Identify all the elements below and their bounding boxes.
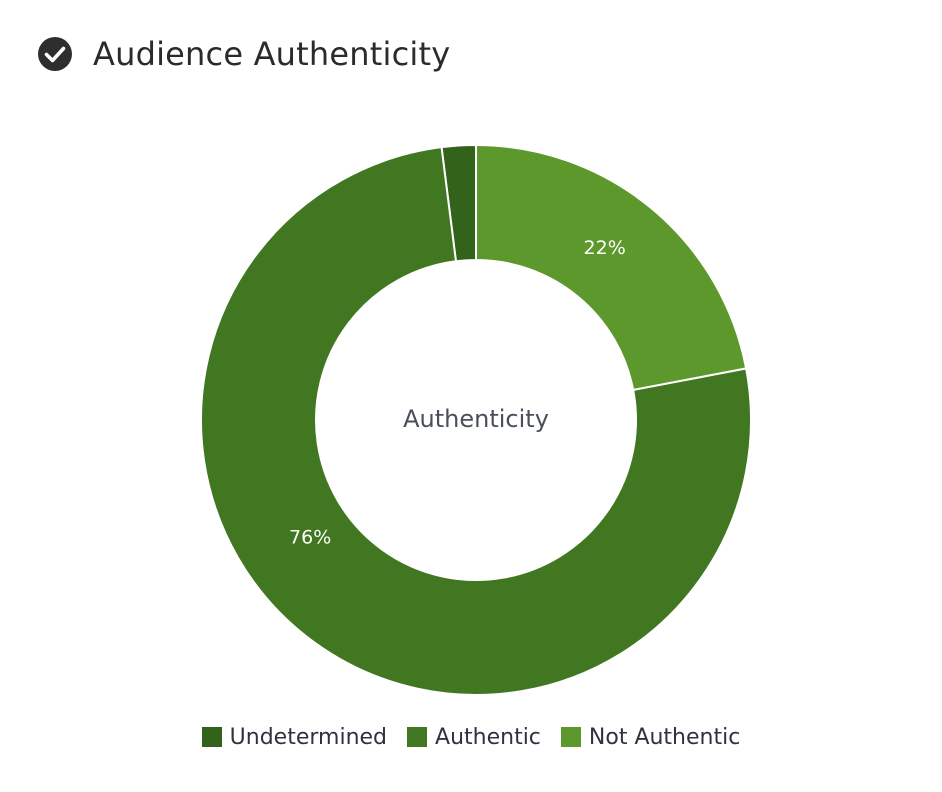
- legend-swatch: [201, 727, 222, 747]
- center-label: Authenticity: [403, 405, 549, 433]
- chart-header: Audience Authenticity: [37, 30, 450, 78]
- data-label-authentic: 76%: [289, 526, 331, 548]
- legend-label: Not Authentic: [588, 724, 741, 750]
- check-circle-icon: [38, 37, 72, 71]
- legend-swatch: [407, 727, 428, 747]
- legend-swatch: [560, 727, 581, 747]
- data-label-not-authentic: 22%: [584, 237, 626, 259]
- legend-label: Undetermined: [229, 724, 388, 750]
- legend-item-not-authentic[interactable]: Not Authentic: [560, 724, 741, 750]
- legend-item-undetermined[interactable]: Undetermined: [201, 724, 388, 750]
- chart-legend: Undetermined Authentic Not Authentic: [0, 722, 942, 752]
- legend-label: Authentic: [435, 724, 541, 750]
- slice-authentic[interactable]: [200, 146, 752, 696]
- chart-title: Audience Authenticity: [93, 35, 451, 73]
- slice-not-authentic[interactable]: [475, 143, 748, 392]
- legend-item-authentic[interactable]: Authentic: [407, 725, 541, 750]
